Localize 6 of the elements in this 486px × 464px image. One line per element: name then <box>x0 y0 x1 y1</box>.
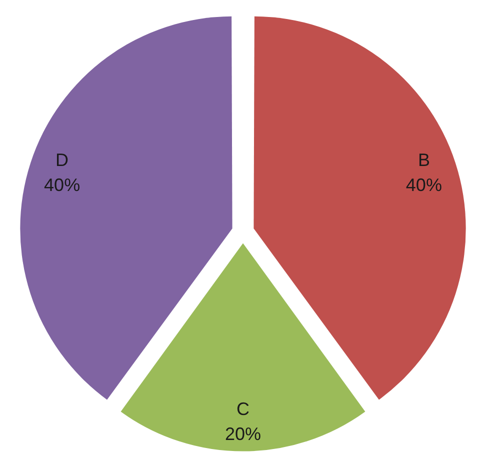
data-label: 40% <box>44 175 80 196</box>
data-label: 40% <box>406 175 442 196</box>
data-label: 20% <box>224 424 262 444</box>
slice-label: C <box>236 399 250 420</box>
slice-label: B <box>418 150 430 170</box>
slice-label: D <box>56 150 69 170</box>
